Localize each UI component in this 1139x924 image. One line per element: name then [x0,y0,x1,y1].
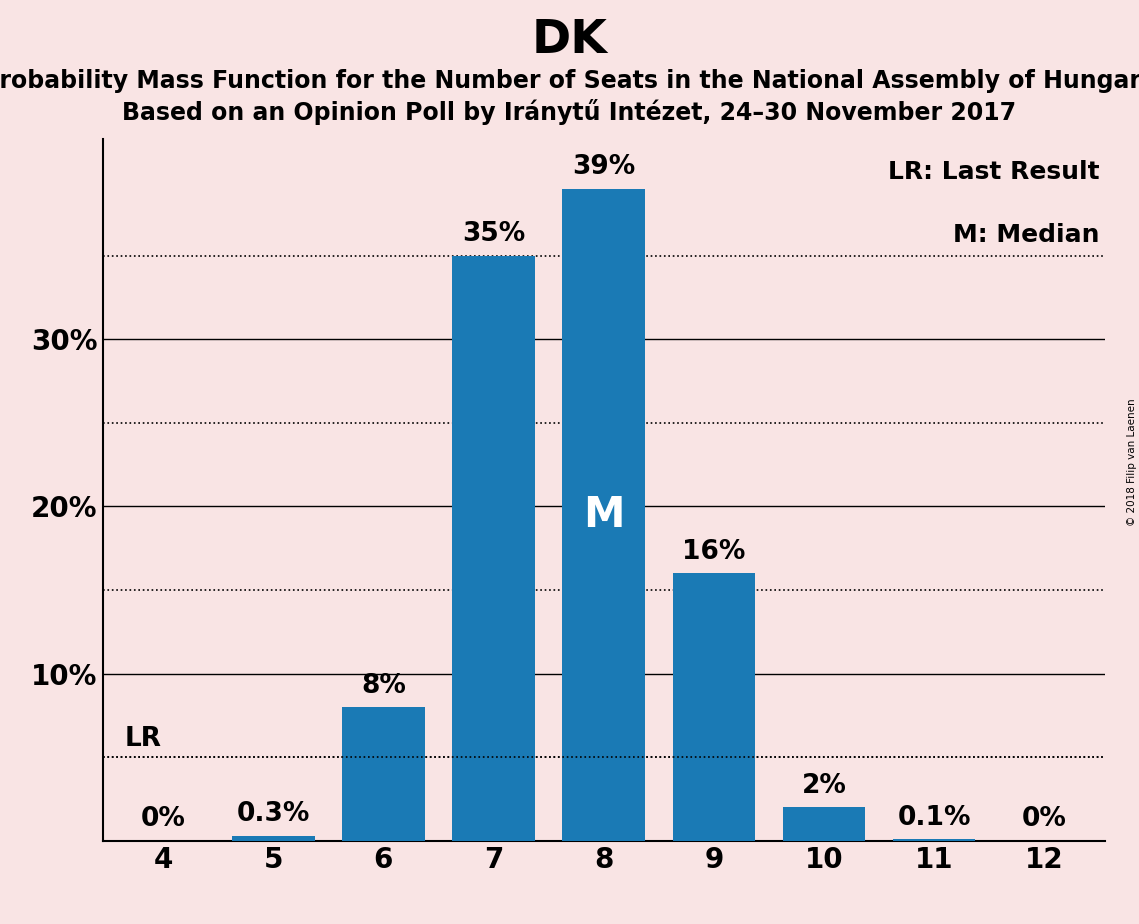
Text: 2%: 2% [802,773,846,799]
Text: 8%: 8% [361,673,405,699]
Text: LR: LR [124,726,162,752]
Bar [672,573,755,841]
Text: 0%: 0% [140,807,186,833]
Bar [342,707,425,841]
Text: 16%: 16% [682,539,746,565]
Bar [232,836,314,841]
Text: 0.1%: 0.1% [898,805,970,831]
Text: LR: Last Result: LR: Last Result [888,160,1100,184]
Text: 0.3%: 0.3% [237,801,310,828]
Bar [893,839,975,841]
Text: Based on an Opinion Poll by Iránytű Intézet, 24–30 November 2017: Based on an Opinion Poll by Iránytű Inté… [122,99,1017,125]
Text: DK: DK [532,18,607,64]
Bar [563,188,645,841]
Text: © 2018 Filip van Laenen: © 2018 Filip van Laenen [1126,398,1137,526]
Text: 39%: 39% [572,154,636,180]
Text: Probability Mass Function for the Number of Seats in the National Assembly of Hu: Probability Mass Function for the Number… [0,69,1139,93]
Bar [782,808,866,841]
Text: 35%: 35% [462,221,525,248]
Text: M: M [583,493,624,536]
Bar [452,256,535,841]
Text: 0%: 0% [1022,807,1067,833]
Text: M: Median: M: Median [953,223,1100,247]
